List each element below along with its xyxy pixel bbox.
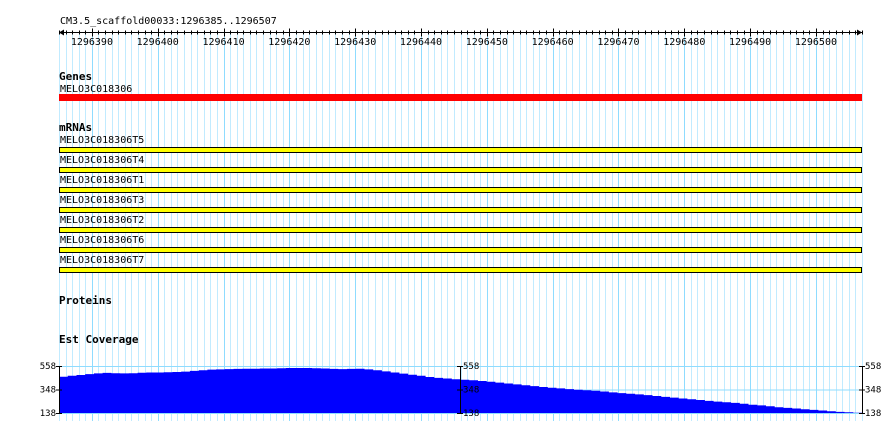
gene-feature-bar[interactable] xyxy=(59,94,862,101)
mrna-label: MELO3C018306T4 xyxy=(60,155,144,166)
proteins-track-title: Proteins xyxy=(59,294,112,307)
coverage-axis-label: 348 xyxy=(865,386,881,396)
mrnas-track-title: mRNAs xyxy=(59,121,92,134)
ruler-left-arrow xyxy=(59,29,64,36)
coverage-axis-label: 558 xyxy=(865,362,881,372)
est-coverage-chart[interactable]: 558 348 138 558 348 138 558 348 138 xyxy=(40,362,882,419)
mrna-feature-bar[interactable] xyxy=(59,147,862,153)
mrna-label: MELO3C018306T2 xyxy=(60,215,144,226)
mrna-label: MELO3C018306T1 xyxy=(60,175,144,186)
ruler-tick-label: 1296480 xyxy=(663,37,705,48)
ruler-tick-label: 1296440 xyxy=(400,37,442,48)
genes-track-title: Genes xyxy=(59,70,92,83)
ruler-tick-label: 1296500 xyxy=(795,37,837,48)
ruler-tick-label: 1296410 xyxy=(202,37,244,48)
region-label: CM3.5_scaffold00033:1296385..1296507 xyxy=(60,16,277,27)
coverage-axis-label: 558 xyxy=(40,362,56,372)
mrna-label: MELO3C018306T3 xyxy=(60,195,144,206)
ruler-tick-label: 1296400 xyxy=(137,37,179,48)
mrna-feature-bar[interactable] xyxy=(59,247,862,253)
coverage-axis-label: 348 xyxy=(463,386,479,396)
ruler-tick-label: 1296420 xyxy=(268,37,310,48)
mrna-label: MELO3C018306T7 xyxy=(60,255,144,266)
vertical-gridlines xyxy=(59,32,863,421)
ruler-right-arrow xyxy=(857,29,862,36)
gene-label: MELO3C018306 xyxy=(60,84,132,95)
mrna-label: MELO3C018306T6 xyxy=(60,235,144,246)
ruler-tick-label: 1296390 xyxy=(71,37,113,48)
mrna-feature-bar[interactable] xyxy=(59,207,862,213)
ruler-tick-label: 1296450 xyxy=(466,37,508,48)
ruler-tick-label: 1296430 xyxy=(334,37,376,48)
coverage-axis-label: 138 xyxy=(865,409,881,419)
ruler-tick-label: 1296460 xyxy=(532,37,574,48)
coverage-axis-label: 348 xyxy=(40,386,56,396)
est-coverage-track-title: Est Coverage xyxy=(59,333,139,346)
ruler-tick-label: 1296490 xyxy=(729,37,771,48)
mrna-feature-bar[interactable] xyxy=(59,167,862,173)
mrna-feature-bar[interactable] xyxy=(59,267,862,273)
coordinate-ruler[interactable]: 1296390 1296400 1296410 1296420 1296430 12964… xyxy=(59,28,863,49)
coverage-axis-label: 138 xyxy=(40,409,56,419)
coverage-axis-label: 138 xyxy=(463,409,479,419)
mrna-feature-bar[interactable] xyxy=(59,227,862,233)
ruler-tick-label: 1296470 xyxy=(597,37,639,48)
mrna-label: MELO3C018306T5 xyxy=(60,135,144,146)
mrna-track: MELO3C018306T5 MELO3C018306T4 MELO3C018306… xyxy=(59,135,862,273)
coverage-axis-label: 558 xyxy=(463,362,479,372)
mrna-feature-bar[interactable] xyxy=(59,187,862,193)
